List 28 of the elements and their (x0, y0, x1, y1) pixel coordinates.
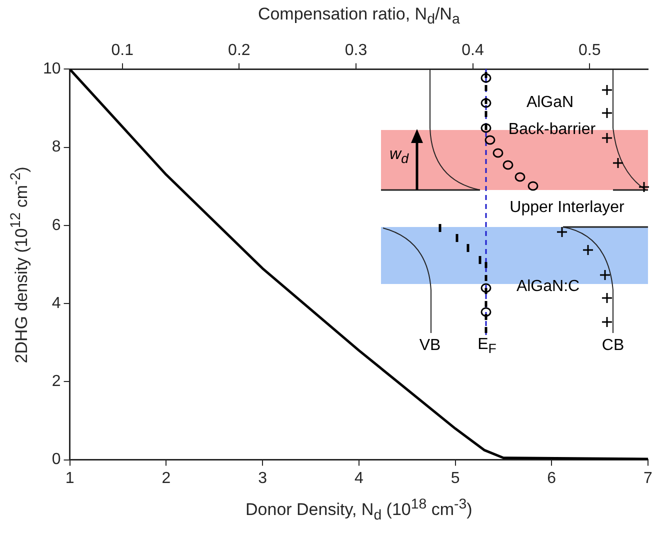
x-tick-label: 1 (65, 470, 74, 487)
x-tick-label: 4 (354, 470, 364, 487)
y-tick-label: 0 (52, 451, 61, 468)
x-axis-title: Donor Density, N$_{d}$ (10$^{18}$ cm$^{-3}$) (246, 496, 472, 524)
x2-tick-label: 0.3 (344, 42, 368, 60)
y-tick-label: 8 (52, 138, 61, 156)
y-tick-label: 2 (52, 373, 61, 390)
annotation: Upper Interlayer (510, 199, 624, 217)
y-tick-label: 6 (52, 216, 61, 234)
x-tick-label: 7 (644, 470, 653, 487)
annotation: VB (419, 337, 441, 355)
y-tick-label: 4 (52, 294, 61, 312)
x2-tick-label: 0.4 (462, 42, 484, 60)
x2-tick-label: 0.2 (228, 42, 250, 60)
annotation: Back-barrier (508, 121, 596, 139)
y-tick-label: 10 (43, 60, 61, 78)
x-tick-label: 2 (162, 470, 171, 487)
annotation: CB (602, 337, 624, 355)
x2-tick-label: 0.1 (111, 42, 134, 60)
x-tick-label: 5 (450, 470, 460, 487)
annotation: w$_{d}$ (390, 146, 408, 166)
x2-axis-title: Compensation ratio, N$_{d}$/N$_{a}$ (258, 4, 460, 28)
annotation: AlGaN:C (516, 278, 580, 296)
x-tick-label: 6 (547, 470, 556, 487)
x-tick-label: 3 (258, 470, 268, 487)
x2-tick-label: 0.5 (578, 42, 601, 60)
annotation: AlGaN (526, 94, 574, 112)
annotation: E$_{F}$ (478, 336, 496, 356)
